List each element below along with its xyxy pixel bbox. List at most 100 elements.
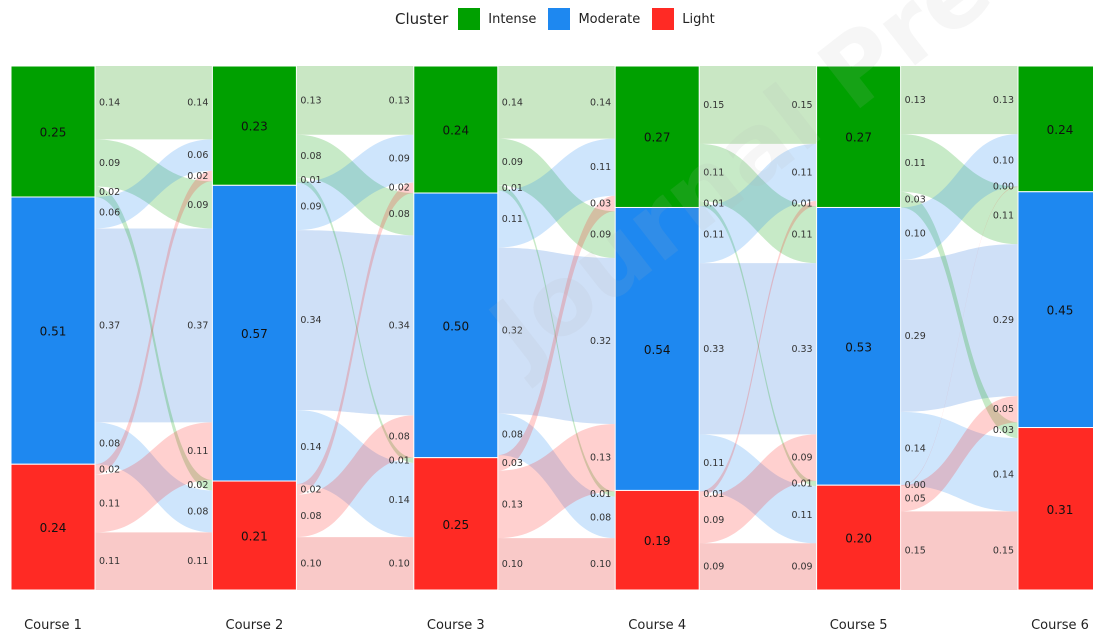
- flow-target-label: 0.15: [993, 546, 1014, 557]
- stage-label-4: Course 4: [628, 618, 686, 632]
- flow-source-label: 0.08: [300, 511, 321, 522]
- legend-item-moderate: Moderate: [548, 8, 640, 30]
- node-value-3-moderate: 0.50: [442, 319, 469, 333]
- flow-source-label: 0.09: [703, 562, 724, 573]
- flow-target-label: 0.11: [590, 162, 611, 173]
- flow-5-light-to-moderate: [900, 396, 1018, 512]
- flow-target-label: 0.11: [791, 510, 812, 521]
- flow-source-label: 0.01: [502, 183, 523, 194]
- flow-3-intense-to-moderate: [497, 138, 616, 258]
- flow-target-label: 0.09: [791, 562, 812, 573]
- node-4-moderate: [614, 206, 700, 491]
- flow-target-label: 0.13: [590, 453, 611, 464]
- node-value-4-intense: 0.27: [644, 131, 671, 145]
- flow-target-label: 0.00: [993, 182, 1014, 193]
- flow-source-label: 0.10: [905, 229, 926, 240]
- flow-source-label: 0.11: [703, 230, 724, 241]
- flow-2-intense-to-light: [296, 177, 414, 463]
- flow-target-label: 0.10: [389, 559, 410, 570]
- flow-2-moderate-to-moderate: [296, 230, 414, 416]
- flow-1-intense-to-intense: [95, 66, 213, 140]
- nodes: 0.25 0.51 0.24 Course 1 0.23 0.57 0.21 Course 2…: [10, 65, 1093, 632]
- flow-1-light-to-moderate: [95, 422, 213, 533]
- flow-source-label: 0.14: [99, 98, 120, 109]
- flow-2-light-to-light: [296, 537, 414, 590]
- flow-source-label: 0.09: [703, 515, 724, 526]
- flow-target-label: 0.09: [389, 154, 410, 165]
- flow-target-label: 0.08: [389, 209, 410, 220]
- legend-label-intense: Intense: [488, 11, 537, 27]
- node-value-5-intense: 0.27: [845, 131, 872, 145]
- flow-source-label: 0.10: [300, 559, 321, 570]
- flow-target-label: 0.09: [791, 453, 812, 464]
- flow-4-light-to-intense: [699, 200, 817, 497]
- flow-2-intense-to-intense: [296, 66, 414, 135]
- flow-target-label: 0.34: [389, 320, 410, 331]
- flow-5-intense-to-moderate: [900, 134, 1018, 245]
- flow-target-label: 0.02: [187, 171, 208, 182]
- flow-source-label: 0.34: [300, 315, 321, 326]
- flow-5-light-to-light: [900, 511, 1018, 590]
- flow-target-label: 0.11: [791, 167, 812, 178]
- node-1-intense: [10, 65, 96, 198]
- flow-source-label: 0.03: [502, 458, 523, 469]
- flow-2-moderate-to-light: [296, 410, 414, 538]
- flow-3-intense-to-intense: [497, 66, 616, 139]
- node-value-3-intense: 0.24: [442, 124, 469, 138]
- stage-label-3: Course 3: [427, 618, 485, 632]
- flow-source-label: 0.01: [703, 489, 724, 500]
- flow-target-label: 0.02: [389, 183, 410, 194]
- legend-swatch-intense: [458, 8, 481, 30]
- stage-label-2: Course 2: [226, 618, 284, 632]
- flow-target-label: 0.33: [791, 344, 812, 355]
- node-1-moderate: [10, 196, 96, 465]
- node-value-5-moderate: 0.53: [845, 340, 872, 354]
- node-value-4-light: 0.19: [644, 534, 671, 548]
- flow-3-moderate-to-light: [497, 413, 616, 539]
- node-4-light: [614, 489, 700, 591]
- flow-source-label: 0.13: [905, 95, 926, 106]
- node-5-moderate: [816, 206, 902, 486]
- flow-3-light-to-intense: [497, 195, 616, 471]
- node-6-light: [1017, 427, 1093, 591]
- flow-source-label: 0.06: [99, 208, 120, 219]
- flow-target-label: 0.32: [590, 336, 611, 347]
- flow-3-light-to-light: [497, 538, 616, 590]
- flow-source-label: 0.01: [300, 175, 321, 186]
- flow-1-moderate-to-intense: [95, 139, 213, 229]
- flow-1-light-to-intense: [95, 170, 213, 475]
- flow-4-moderate-to-intense: [699, 143, 817, 264]
- flow-source-label: 0.32: [502, 326, 523, 337]
- flow-source-label: 0.01: [703, 198, 724, 209]
- flow-source-label: 0.11: [99, 499, 120, 510]
- flow-4-intense-to-moderate: [699, 143, 817, 264]
- flow-2-intense-to-moderate: [296, 134, 414, 236]
- flow-source-label: 0.09: [502, 157, 523, 168]
- flow-target-label: 0.08: [590, 512, 611, 523]
- flow-source-label: 0.02: [99, 187, 120, 198]
- flow-5-light-to-intense: [900, 186, 1018, 486]
- node-1-light: [10, 463, 96, 591]
- node-value-1-intense: 0.25: [40, 126, 67, 140]
- flow-source-label: 0.14: [300, 442, 321, 453]
- flow-2-light-to-moderate: [296, 415, 414, 538]
- flow-source-label: 0.11: [703, 458, 724, 469]
- flow-target-label: 0.15: [791, 100, 812, 111]
- node-value-4-moderate: 0.54: [644, 343, 671, 357]
- flow-source-label: 0.11: [99, 556, 120, 567]
- node-value-6-moderate: 0.45: [1047, 304, 1074, 318]
- flow-source-label: 0.08: [99, 438, 120, 449]
- flow-3-moderate-to-moderate: [497, 247, 616, 424]
- flow-target-label: 0.09: [187, 200, 208, 211]
- legend-item-light: Light: [652, 8, 715, 30]
- node-value-2-moderate: 0.57: [241, 327, 268, 341]
- flow-source-label: 0.15: [905, 546, 926, 557]
- flow-target-label: 0.06: [187, 150, 208, 161]
- flow-5-intense-to-light: [900, 191, 1018, 439]
- flow-target-label: 0.14: [389, 495, 410, 506]
- node-4-intense: [614, 65, 700, 208]
- flow-1-light-to-light: [95, 532, 213, 590]
- flow-4-intense-to-light: [699, 200, 817, 487]
- flow-3-moderate-to-intense: [497, 138, 616, 248]
